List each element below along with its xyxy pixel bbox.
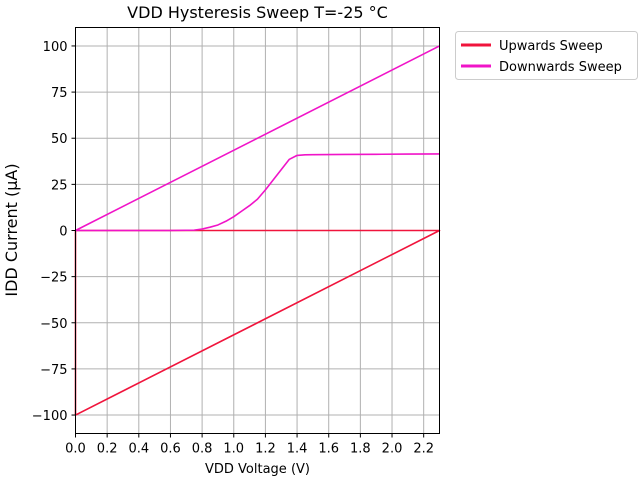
y-tick-label: −100: [32, 409, 68, 424]
x-tick-label: 0.2: [97, 442, 118, 457]
y-tick-label: 0: [59, 225, 67, 240]
x-tick-label: 0.4: [128, 442, 149, 457]
y-tick-label: −75: [40, 363, 67, 378]
y-tick-label: 50: [51, 132, 68, 147]
x-tick-label: 2.0: [382, 442, 403, 457]
series-line-downwards: [74, 45, 440, 232]
x-tick-label: 0.6: [160, 442, 181, 457]
x-tick-label: 0.8: [192, 442, 213, 457]
y-tick-label: 75: [51, 86, 68, 101]
y-tick-label: −25: [40, 271, 67, 286]
x-tick-label: 1.6: [318, 442, 339, 457]
x-tick-label: 1.2: [255, 442, 276, 457]
legend-label-upwards: Upwards Sweep: [499, 39, 603, 54]
y-axis-ticks: −100 −75 −50 −25 0 25 50 75 100: [32, 40, 76, 424]
x-tick-label: 1.4: [287, 442, 308, 457]
x-tick-label: 2.2: [413, 442, 434, 457]
legend-label-downwards: Downwards Sweep: [499, 60, 622, 75]
x-axis-ticks: 0.0 0.2 0.4 0.6 0.8 1.0 1.2 1.4 1.6 1.8 2.0 2.2: [65, 433, 434, 457]
legend: Upwards Sweep Downwards Sweep: [455, 31, 638, 80]
x-tick-label: 1.8: [350, 442, 371, 457]
x-tick-label: 1.0: [223, 442, 244, 457]
y-tick-label: 100: [43, 40, 68, 55]
legend-frame: [455, 31, 638, 80]
series-lines: [74, 45, 441, 416]
x-axis-label: VDD Voltage (V): [205, 462, 310, 477]
x-tick-label: 0.0: [65, 442, 86, 457]
y-tick-label: −50: [40, 317, 67, 332]
y-axis-label: IDD Current (µA): [2, 163, 21, 296]
y-tick-label: 25: [51, 178, 68, 193]
chart-title: VDD Hysteresis Sweep T=-25 °C: [127, 3, 388, 22]
